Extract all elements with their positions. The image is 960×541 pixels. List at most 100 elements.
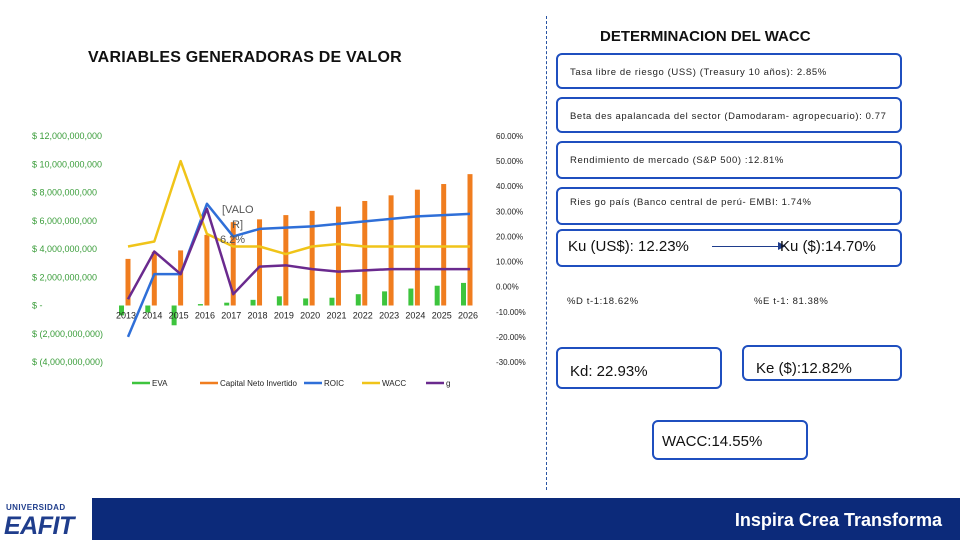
logo-eafit-text: EAFIT: [4, 512, 74, 540]
ku-usd-text: Ku (US$): 12.23%: [568, 238, 689, 255]
right-axis-tick: 50.00%: [496, 157, 523, 166]
x-axis-tick: 2017: [221, 311, 241, 321]
data-label-line1: [VALO: [222, 204, 254, 216]
eva-bar: [171, 305, 177, 326]
legend-label: g: [446, 379, 450, 388]
capital-bar: [257, 219, 263, 306]
eva-bar: [276, 296, 282, 306]
unlevered-beta-text: Beta des apalancada del sector (Damodara…: [570, 111, 887, 122]
eva-bar: [382, 291, 388, 306]
left-title: VARIABLES GENERADORAS DE VALOR: [88, 49, 402, 66]
x-axis-tick: 2018: [248, 311, 268, 321]
x-axis-tick: 2020: [300, 311, 320, 321]
left-axis-tick: $ 8,000,000,000: [32, 188, 97, 198]
unlevered-beta-box: Beta des apalancada del sector (Damodara…: [556, 97, 902, 133]
left-axis-tick: $ 2,000,000,000: [32, 272, 97, 282]
capital-bar: [125, 258, 131, 306]
right-axis-tick: -20.00%: [496, 333, 526, 342]
right-axis-tick: -30.00%: [496, 358, 526, 367]
ke-text: Ke ($):12.82%: [756, 360, 852, 377]
left-axis-tick: $ 10,000,000,000: [32, 159, 102, 169]
left-axis-tick: $ (2,000,000,000): [32, 329, 103, 339]
kd-text: Kd: 22.93%: [570, 363, 648, 380]
risk-free-rate-box: Tasa libre de riesgo (USS) (Treasury 10 …: [556, 53, 902, 89]
capital-bar: [467, 174, 473, 306]
capital-bar: [362, 200, 368, 306]
eva-bar: [250, 299, 256, 306]
right-title: DETERMINACION DEL WACC: [600, 28, 811, 45]
eva-bar: [119, 305, 124, 316]
eafit-logo: [0, 498, 92, 540]
left-axis-tick: $ 6,000,000,000: [32, 216, 97, 226]
right-axis-tick: 60.00%: [496, 132, 523, 141]
x-axis-tick: 2021: [326, 311, 346, 321]
x-axis-tick: 2023: [379, 311, 399, 321]
capital-bar: [204, 234, 210, 306]
eva-bar: [303, 298, 309, 306]
x-axis-tick: 2013: [116, 311, 136, 321]
right-axis-tick: -10.00%: [496, 308, 526, 317]
right-axis-tick: 40.00%: [496, 182, 523, 191]
wacc-box: WACC:14.55%: [652, 420, 808, 460]
wacc-text: WACC:14.55%: [662, 433, 763, 450]
section-divider: [546, 16, 547, 490]
x-axis-tick: 2016: [195, 311, 215, 321]
capital-bar: [335, 206, 341, 306]
x-axis-tick: 2015: [169, 311, 189, 321]
market-return-text: Rendimiento de mercado (S&P 500) :12.81%: [570, 155, 784, 166]
capital-bar: [151, 251, 157, 306]
legend-label: WACC: [382, 379, 406, 388]
eva-bar: [224, 302, 230, 306]
capital-bar: [230, 222, 236, 306]
debt-weight-text: %D t-1:18.62%: [567, 296, 639, 307]
market-return-box: Rendimiento de mercado (S&P 500) :12.81%: [556, 141, 902, 179]
left-axis-tick: $ 4,000,000,000: [32, 244, 97, 254]
x-axis-tick: 2024: [405, 311, 425, 321]
footer-bar: [0, 498, 960, 540]
data-label-line2: R]: [232, 219, 243, 231]
right-axis-tick: 10.00%: [496, 258, 523, 267]
capital-bar: [309, 210, 315, 306]
value-drivers-chart: $ 12,000,000,000 $ 10,000,000,000 $ 8,000,…: [32, 131, 526, 388]
eva-bar: [355, 294, 361, 306]
country-risk-text: Ries go país (Banco central de perú- EMB…: [570, 197, 812, 208]
eva-bar: [461, 282, 466, 306]
capital-bar: [178, 250, 184, 306]
risk-free-rate-text: Tasa libre de riesgo (USS) (Treasury 10 …: [570, 67, 827, 78]
left-axis-tick: $ 12,000,000,000: [32, 131, 102, 141]
left-axis-tick: $ -: [32, 301, 43, 311]
ku-box: [556, 229, 902, 267]
ku-cop-text: Ku ($):14.70%: [780, 238, 876, 255]
legend-label: ROIC: [324, 379, 344, 388]
arrow-line: [712, 246, 782, 247]
legend-label: EVA: [152, 379, 168, 388]
footer-slogan: Inspira Crea Transforma: [734, 510, 942, 530]
eva-bar: [145, 305, 151, 313]
right-axis-tick: 30.00%: [496, 207, 523, 216]
eva-bar: [408, 288, 414, 306]
left-axis-tick: $ (4,000,000,000): [32, 357, 103, 367]
capital-bar: [388, 195, 394, 306]
data-label-line3: 6.2%: [220, 234, 245, 246]
wacc-line: [127, 159, 470, 256]
g-line: [126, 207, 470, 300]
x-axis-tick: 2019: [274, 311, 294, 321]
capital-bar: [441, 184, 447, 306]
eva-bar: [197, 304, 203, 306]
x-axis-tick: 2025: [432, 311, 452, 321]
x-axis-tick: 2026: [458, 311, 478, 321]
kd-box: Kd: 22.93%: [556, 347, 722, 389]
country-risk-box: Ries go país (Banco central de perú- EMB…: [556, 187, 902, 225]
right-axis-tick: 20.00%: [496, 232, 523, 241]
logo-university-text: UNIVERSIDAD: [6, 503, 66, 512]
x-axis-tick: 2022: [353, 311, 373, 321]
capital-bar: [283, 215, 289, 306]
arrow-right-icon: [778, 242, 786, 250]
legend-label: Capital Neto Invertido: [220, 379, 297, 388]
eva-bar: [329, 297, 335, 306]
eva-bar: [434, 285, 440, 306]
x-axis-tick: 2014: [142, 311, 162, 321]
ke-box: Ke ($):12.82%: [742, 345, 902, 381]
right-axis-tick: 0.00%: [496, 283, 519, 292]
equity-weight-text: %E t-1: 81.38%: [754, 296, 829, 307]
